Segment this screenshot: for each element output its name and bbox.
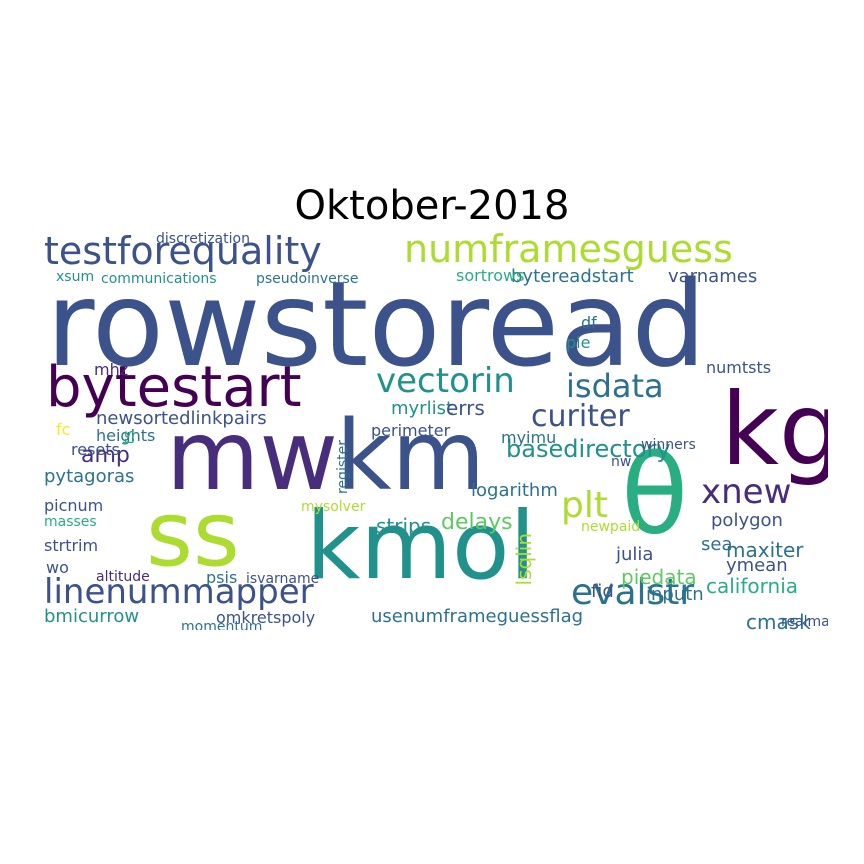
cloud-word: california — [706, 574, 799, 598]
cloud-word: amp — [81, 443, 130, 468]
cloud-word: xsum — [56, 269, 95, 285]
cloud-word: omkretspoly — [216, 608, 316, 627]
cloud-word: julia — [616, 544, 654, 565]
cloud-word: km — [336, 400, 486, 512]
cloud-word: pie — [566, 333, 591, 352]
cloud-word: newsortedlinkpairs — [96, 408, 267, 429]
cloud-word: register — [335, 440, 351, 494]
cloud-word: strtrim — [44, 536, 99, 555]
wordcloud-canvas: rowstoread kg mw km ss kmol θ bytestart testfore… — [36, 230, 828, 630]
cloud-word: momentum — [181, 619, 263, 630]
cloud-word: delays — [441, 510, 513, 535]
cloud-word: kg — [721, 371, 828, 488]
cloud-word: numframesguess — [404, 230, 733, 271]
cloud-word: xnew — [701, 472, 792, 512]
cloud-word: heights — [96, 426, 156, 445]
cloud-word: fc — [56, 420, 71, 439]
cloud-word: perimeter — [371, 421, 451, 440]
cloud-word: winners — [641, 437, 696, 453]
cloud-word: mhz — [94, 360, 129, 379]
cloud-word: picnum — [44, 496, 104, 515]
cloud-word: usenumframeguessflag — [371, 606, 584, 627]
cloud-word: kmol — [306, 492, 536, 601]
cloud-word: bytereadstart — [511, 266, 634, 287]
cloud-word: varnames — [668, 266, 758, 287]
cloud-word: θ — [621, 431, 689, 559]
cloud-word: discretization — [156, 231, 250, 247]
cloud-word: maxiter — [726, 538, 804, 562]
cloud-word: altitude — [96, 569, 150, 585]
cloud-word: lsqlin — [512, 533, 536, 586]
cloud-word: sea — [701, 534, 733, 555]
cloud-word: rowstoread — [46, 255, 707, 393]
cloud-word: strips — [376, 514, 432, 538]
cloud-word: df — [581, 313, 597, 332]
cloud-word: cmask — [746, 610, 811, 630]
cloud-word: pseudoinverse — [256, 271, 359, 287]
cloud-word: ymean — [726, 555, 788, 576]
cloud-word: wo — [46, 558, 69, 577]
cloud-word: piedata — [621, 565, 697, 589]
cloud-word: numtsts — [706, 358, 772, 377]
cloud-word: evalstr — [571, 572, 695, 613]
cloud-word: errs — [446, 396, 485, 420]
cloud-word: inputn — [646, 584, 704, 605]
figure-title: Oktober-2018 — [294, 183, 570, 229]
cloud-word: realmax — [781, 614, 828, 630]
cloud-word: bmicurrow — [44, 606, 140, 627]
cloud-word: sortrows — [456, 266, 525, 285]
cloud-word: resets — [71, 440, 120, 459]
cloud-word: fid — [591, 581, 614, 602]
cloud-word: polygon — [711, 510, 783, 531]
cloud-word: communications — [101, 271, 217, 287]
cloud-word: bytestart — [46, 355, 302, 420]
cloud-word: logarithm — [471, 480, 558, 501]
cloud-word: mysolver — [301, 499, 366, 515]
cloud-word: vectorin — [376, 361, 515, 401]
cloud-word: testforequality — [44, 230, 322, 273]
cloud-word: myrlist — [391, 398, 454, 419]
cloud-word: ts — [119, 430, 138, 445]
cloud-word: curiter — [531, 399, 630, 434]
cloud-word: nw — [611, 454, 632, 470]
cloud-word: mw — [166, 400, 339, 512]
cloud-word: myimu — [501, 428, 557, 447]
cloud-word: linenummapper — [44, 572, 314, 612]
cloud-word: plt — [561, 485, 608, 526]
cloud-word: basedirectory — [506, 435, 671, 463]
cloud-word: psis — [206, 568, 238, 587]
cloud-word: isdata — [566, 367, 664, 405]
cloud-word: newpaid — [581, 519, 641, 535]
cloud-word: masses — [44, 514, 97, 530]
cloud-word: pytagoras — [44, 466, 135, 487]
cloud-word: ss — [146, 482, 240, 587]
cloud-word: isvarname — [246, 571, 320, 587]
